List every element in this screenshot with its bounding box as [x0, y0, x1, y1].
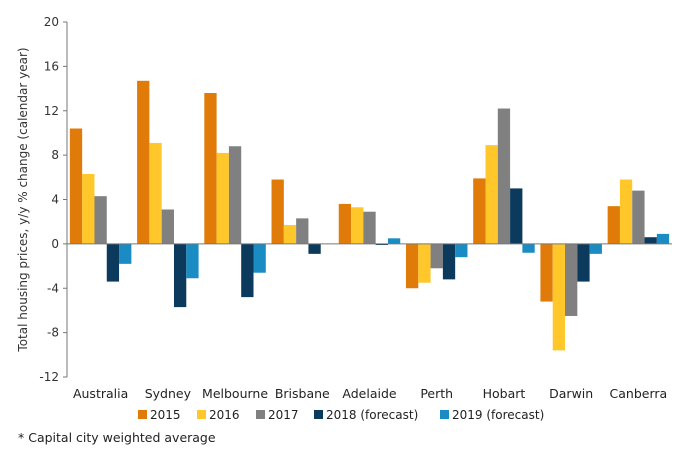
bar-sydney-2019: [186, 243, 199, 279]
bar-australia-2017: [94, 196, 107, 244]
bar-melbourne-2017: [228, 146, 242, 244]
bar-perth-2016: [418, 243, 431, 283]
legend-item: 2018 (forecast): [314, 408, 418, 422]
bar-canberra-2015: [607, 206, 620, 244]
bar-hobart-2017: [497, 108, 511, 244]
footnote: * Capital city weighted average: [18, 430, 216, 445]
category-label: Darwin: [549, 386, 593, 401]
bar-adelaide-2019: [387, 238, 401, 244]
legend-swatch: [138, 410, 147, 419]
category-label: Melbourne: [202, 386, 268, 401]
bar-canberra-2018: [644, 237, 657, 244]
bar-brisbane-2015: [271, 179, 284, 244]
bar-hobart-2019: [522, 243, 535, 253]
bars-group: [69, 80, 670, 351]
y-tick-label: 16: [44, 59, 59, 73]
bar-perth-2018: [442, 243, 456, 280]
legend-swatch: [197, 410, 206, 419]
y-axis-label: Total housing prices, y/y % change (cale…: [16, 47, 30, 352]
bar-australia-2018: [106, 243, 120, 282]
legend: 2015 2016 2017 2018 (forecast) 2019 (forecas…: [138, 408, 544, 422]
y-tick-label: 20: [44, 15, 59, 29]
category-label: Sydney: [145, 386, 192, 401]
bar-melbourne-2018: [241, 243, 254, 298]
bar-sydney-2017: [161, 209, 174, 244]
bar-hobart-2015: [473, 178, 486, 244]
y-tick-labels: -12 -8 -4 0 4 8 12 16 20: [39, 15, 59, 384]
bar-darwin-2016: [552, 243, 566, 351]
bar-adelaide-2018: [375, 243, 388, 245]
bar-hobart-2018: [510, 188, 523, 244]
legend-swatch: [314, 410, 323, 419]
category-label: Adelaide: [342, 386, 396, 401]
y-tick-label: -8: [47, 326, 59, 340]
category-label: Perth: [420, 386, 453, 401]
bar-darwin-2019: [589, 243, 602, 254]
bar-melbourne-2015: [204, 93, 217, 244]
bar-sydney-2016: [149, 142, 162, 244]
bar-melbourne-2019: [253, 243, 266, 273]
y-tick-label: 12: [44, 104, 59, 118]
legend-item: 2016: [197, 408, 240, 422]
y-tick-label: -12: [39, 370, 59, 384]
y-tick-label: 0: [51, 237, 59, 251]
bar-melbourne-2016: [216, 152, 229, 244]
bar-australia-2016: [82, 173, 95, 244]
axes-group: [63, 21, 672, 378]
bar-darwin-2015: [540, 243, 553, 302]
bar-perth-2015: [405, 243, 419, 289]
bar-brisbane-2017: [296, 218, 309, 244]
legend-item: 2015: [138, 408, 181, 422]
bar-adelaide-2015: [338, 203, 352, 244]
legend-label: 2016: [209, 408, 240, 422]
legend-item: 2019 (forecast): [440, 408, 544, 422]
category-label: Brisbane: [275, 386, 330, 401]
y-tick-label: 4: [51, 193, 59, 207]
legend-label: 2015: [150, 408, 181, 422]
legend-label: 2018 (forecast): [326, 408, 418, 422]
bar-perth-2017: [430, 243, 443, 269]
y-tick-label: -4: [47, 281, 59, 295]
legend-label: 2019 (forecast): [452, 408, 544, 422]
bar-sydney-2018: [173, 243, 187, 308]
bar-australia-2015: [69, 128, 83, 244]
bar-darwin-2018: [577, 243, 590, 282]
legend-label: 2017: [268, 408, 299, 422]
bar-hobart-2016: [485, 145, 498, 244]
category-label: Australia: [73, 386, 128, 401]
bar-adelaide-2016: [351, 207, 364, 244]
bar-perth-2019: [455, 243, 468, 258]
bar-adelaide-2017: [363, 211, 376, 244]
legend-item: 2017: [256, 408, 299, 422]
legend-swatch: [256, 410, 265, 419]
bar-chart: -12 -8 -4 0 4 8 12 16 20 Australia Sydney Melbourn…: [16, 15, 672, 422]
bar-canberra-2017: [632, 190, 645, 244]
legend-swatch: [440, 410, 449, 419]
bar-sydney-2015: [137, 80, 150, 244]
bar-brisbane-2018: [308, 243, 321, 254]
y-tick-label: 8: [51, 148, 59, 162]
category-label: Canberra: [610, 386, 668, 401]
category-labels: Australia Sydney Melbourne Brisbane Adelaide…: [73, 386, 667, 401]
bar-australia-2019: [119, 243, 132, 264]
bar-canberra-2016: [619, 179, 633, 244]
category-label: Hobart: [483, 386, 526, 401]
bar-brisbane-2016: [283, 225, 297, 244]
bar-canberra-2019: [656, 233, 670, 244]
bar-darwin-2017: [565, 243, 578, 316]
